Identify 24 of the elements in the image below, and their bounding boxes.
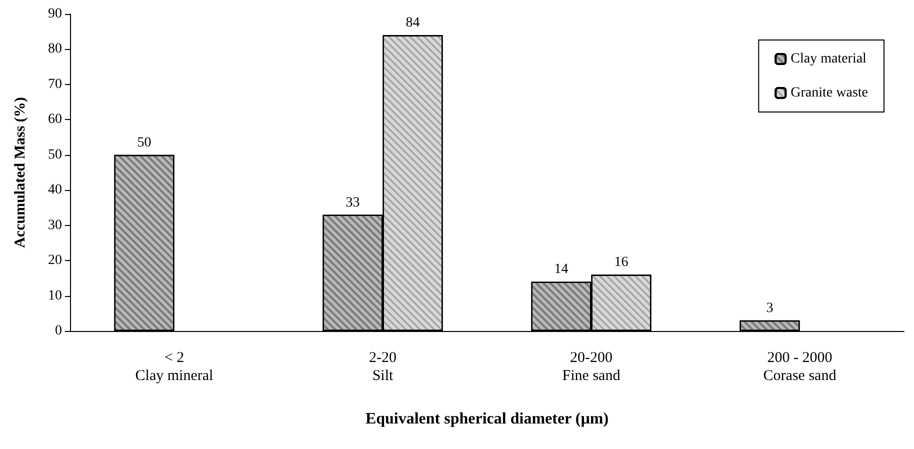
y-axis-title: Accumulated Mass (%) xyxy=(12,97,28,248)
data-label: 16 xyxy=(614,255,628,270)
y-tick-label: 80 xyxy=(48,42,62,57)
y-tick-label: 30 xyxy=(48,218,62,233)
y-tick-label: 50 xyxy=(48,147,62,162)
data-label: 84 xyxy=(406,16,420,31)
y-tick-label: 0 xyxy=(55,324,62,338)
legend-label: Clay material xyxy=(790,52,867,66)
y-tick-label: 60 xyxy=(48,112,62,128)
y-tick-label: 10 xyxy=(48,288,62,304)
data-label: 3 xyxy=(766,300,774,316)
x-tick-label: 2-20 Silt xyxy=(369,350,396,384)
data-label: 33 xyxy=(346,195,360,210)
y-tick-label: 40 xyxy=(48,182,62,198)
x-axis-title: Equivalent spherical diameter (µm) xyxy=(365,410,609,428)
y-tick-label: 20 xyxy=(48,253,62,268)
y-tick-label: 90 xyxy=(48,6,62,22)
y-tick-label: 70 xyxy=(48,76,62,92)
x-tick-label: < 2 Clay mineral xyxy=(135,350,214,384)
legend-label: Granite waste xyxy=(790,86,868,100)
x-tick-label: 20-200 Fine sand xyxy=(562,350,621,384)
x-tick-label: 200 - 2000 Corase sand xyxy=(763,350,837,384)
data-label: 14 xyxy=(554,262,568,278)
data-label: 50 xyxy=(137,135,152,150)
